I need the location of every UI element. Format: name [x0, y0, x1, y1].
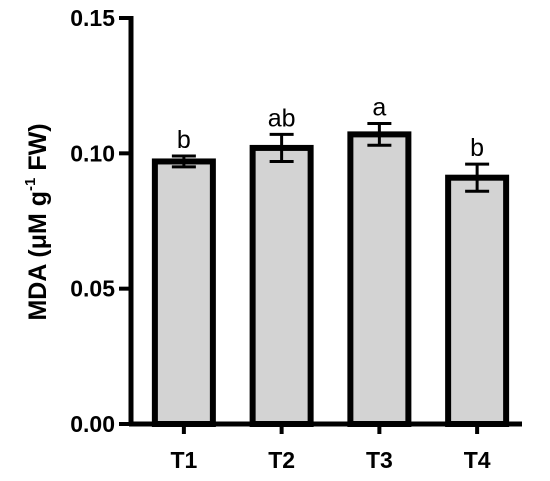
y-axis-title-main: MDA (μM g: [24, 191, 52, 321]
y-tick-label-1: 0.05: [70, 276, 115, 302]
bar-t2: [249, 144, 314, 427]
x-tick-label-t2: T2: [268, 447, 295, 473]
significance-label-t1: b: [177, 126, 191, 154]
significance-label-t2: ab: [268, 104, 296, 132]
y-axis-title: MDA (μM g-1 FW): [22, 123, 52, 320]
y-axis-title-sup: -1: [22, 178, 39, 191]
plot-area: b T1 ab T2 a T3 b T4 0.00 0.05 0.10 0.15: [70, 5, 522, 473]
bar-t4: [445, 174, 510, 427]
y-axis-title-rest: FW): [24, 123, 52, 177]
significance-label-t3: a: [372, 94, 386, 122]
bar-t3: [347, 131, 412, 428]
bar-t1: [151, 158, 216, 427]
x-tick-label-t3: T3: [366, 447, 393, 473]
y-tick-label-3: 0.15: [70, 5, 115, 31]
y-tick-label-0: 0.00: [70, 411, 115, 437]
significance-label-t4: b: [470, 134, 484, 162]
y-tick-label-2: 0.10: [70, 140, 115, 166]
x-tick-label-t1: T1: [170, 447, 197, 473]
x-tick-label-t4: T4: [464, 447, 491, 473]
